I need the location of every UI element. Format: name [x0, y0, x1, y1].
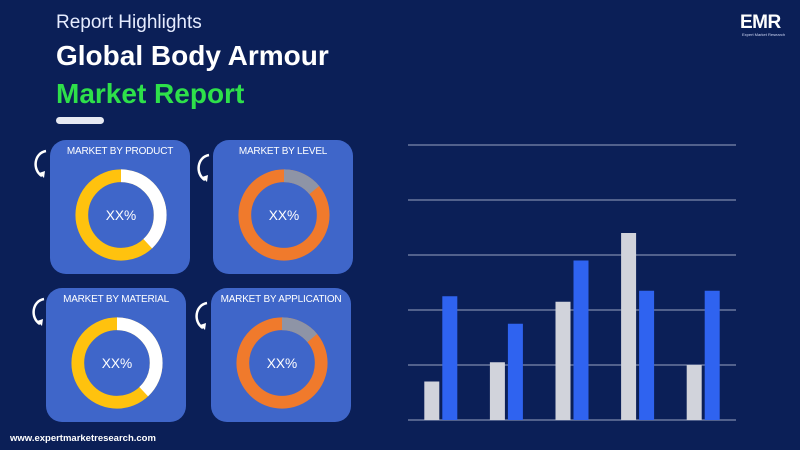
bar-series-2-group-1: [442, 296, 458, 420]
bar-series-1-group-4: [621, 233, 637, 420]
donut-chart: XX%: [236, 317, 328, 409]
report-highlights-label: Report Highlights: [56, 12, 202, 33]
title-underline-pill: [56, 117, 104, 124]
bar-chart: [408, 144, 736, 421]
card-market-by-level: MARKET BY LEVEL XX%: [213, 140, 353, 274]
donut-value: XX%: [106, 208, 137, 223]
card-title: MARKET BY PRODUCT: [66, 146, 174, 157]
bar-series-1-group-2: [489, 362, 505, 420]
card-market-by-material: MARKET BY MATERIAL XX%: [46, 288, 186, 422]
card-market-by-product: MARKET BY PRODUCT XX%: [50, 140, 190, 274]
bar-series-2-group-2: [507, 323, 523, 420]
card-title: MARKET BY APPLICATION: [220, 294, 342, 305]
bar-series-2-group-4: [639, 290, 655, 420]
bar-series-1-group-3: [555, 301, 571, 420]
curved-arrow-icon: [197, 153, 210, 182]
donut-value: XX%: [267, 356, 298, 371]
donut-chart: XX%: [75, 169, 167, 261]
logo-tagline: Expert Market Research: [742, 32, 786, 37]
curved-arrow-icon: [195, 301, 208, 330]
donut-accent: [71, 317, 163, 409]
curved-arrow-icon: [32, 297, 45, 326]
card-title: MARKET BY LEVEL: [238, 146, 328, 157]
logo-text: EMR: [740, 12, 781, 33]
card-market-by-application: MARKET BY APPLICATION XX%: [211, 288, 351, 422]
donut-chart: XX%: [238, 169, 330, 261]
emr-logo: EMR Expert Market Research: [740, 12, 786, 38]
donut-accent: [236, 317, 328, 409]
page-title: Global Body Armour: [56, 40, 329, 71]
donut-chart: XX%: [71, 317, 163, 409]
bar-series-1-group-5: [686, 365, 702, 420]
page-subtitle: Market Report: [56, 78, 245, 109]
bar-series-2-group-3: [573, 260, 589, 420]
donut-value: XX%: [269, 208, 300, 223]
bar-series-2-group-5: [704, 290, 720, 420]
bar-series-1-group-1: [424, 381, 440, 420]
card-title: MARKET BY MATERIAL: [63, 294, 169, 305]
donut-value: XX%: [102, 356, 133, 371]
curved-arrow-icon: [34, 149, 47, 178]
donut-accent: [238, 169, 330, 261]
donut-accent: [75, 169, 167, 261]
website-footer: www.expertmarketresearch.com: [10, 433, 156, 444]
